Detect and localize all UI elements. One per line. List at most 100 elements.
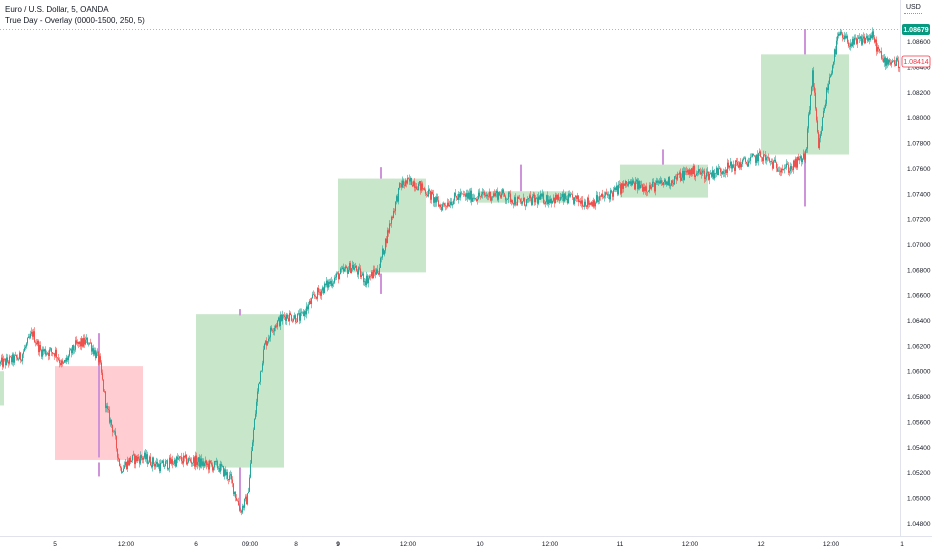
symbol-title[interactable]: Euro / U.S. Dollar, 5, OANDA	[5, 5, 109, 14]
candle-body	[68, 355, 69, 361]
candle-body	[758, 153, 759, 162]
candle-body	[330, 280, 331, 284]
candle-body	[570, 194, 571, 197]
candle-body	[627, 184, 628, 186]
candle-body	[884, 57, 885, 63]
candle-body	[505, 196, 506, 201]
wick-marker	[98, 462, 100, 477]
candle-body	[267, 341, 268, 346]
candle-body	[230, 474, 231, 476]
candle-body	[676, 177, 677, 180]
candle-body	[607, 193, 608, 196]
candle-body	[463, 194, 464, 195]
candle-body	[868, 38, 869, 41]
candle-body	[4, 358, 5, 360]
candle-body	[646, 186, 647, 192]
candle-body	[434, 197, 435, 203]
candle-body	[762, 157, 763, 162]
candle-body	[128, 460, 129, 465]
candle-body	[413, 181, 414, 187]
candle-body	[161, 462, 162, 464]
candle-body	[716, 167, 717, 174]
price-axis[interactable]: 1.04800 1.05000 1.05200 1.05400 1.05600 1.058…	[907, 39, 931, 528]
candle-body	[749, 160, 750, 162]
candle-body	[503, 189, 504, 194]
candle-body	[459, 194, 460, 198]
candle-body	[176, 456, 177, 467]
candle-body	[564, 193, 565, 202]
candle-body	[202, 461, 203, 466]
candle-body	[632, 180, 633, 186]
candle-body	[422, 183, 423, 190]
candle-body	[817, 120, 818, 133]
candle-body	[575, 195, 576, 198]
currency-label[interactable]: USD	[906, 4, 921, 11]
candle-body	[610, 190, 611, 200]
candle-body	[791, 166, 792, 170]
candle-body	[26, 343, 27, 347]
candle-body	[398, 187, 399, 202]
candle-body	[677, 173, 678, 180]
candle-body	[686, 171, 687, 173]
candle-body	[661, 180, 662, 184]
candle-body	[528, 198, 529, 200]
candle-body	[287, 314, 288, 319]
candle-body	[126, 462, 127, 470]
candle-body	[573, 197, 574, 204]
candle-body	[481, 194, 482, 197]
candle-body	[770, 161, 771, 162]
candle-body	[138, 456, 139, 459]
candle-body	[153, 457, 154, 465]
candle-body	[494, 193, 495, 196]
candle-body	[284, 315, 285, 317]
candle-body	[375, 272, 376, 275]
candle-body	[79, 341, 80, 345]
time-axis[interactable]: 5 12:00 6 09:00 8 9 12:00 10 12:00 11 12:00 12 12:00…	[53, 541, 904, 548]
candle-body	[837, 36, 838, 41]
candle-body	[790, 166, 791, 172]
candle-body	[451, 201, 452, 206]
candle-body	[482, 192, 483, 195]
candle-body	[771, 161, 772, 163]
candle-body	[378, 273, 379, 275]
candle-body	[399, 183, 400, 188]
overlay-box	[761, 54, 849, 155]
candle-body	[655, 183, 656, 192]
candle-body	[368, 278, 369, 284]
time-tick-label: 12:00	[400, 541, 417, 548]
candle-body	[687, 170, 688, 173]
wick-marker	[380, 167, 382, 179]
candle-body	[91, 343, 92, 352]
candle-body	[1, 357, 2, 362]
candle-body	[786, 163, 787, 168]
candle-body	[247, 493, 248, 505]
candle-body	[160, 462, 161, 472]
candle-body	[608, 194, 609, 196]
candle-body	[201, 458, 202, 466]
candle-body	[204, 463, 205, 466]
candle-body	[819, 138, 820, 149]
candle-body	[825, 103, 826, 108]
candle-body	[779, 170, 780, 172]
chart-legend[interactable]: Euro / U.S. Dollar, 5, OANDA True Day - …	[5, 4, 145, 26]
candle-body	[282, 314, 283, 321]
indicator-title[interactable]: True Day - Overlay (0000-1500, 250, 5)	[5, 16, 145, 25]
candle-body	[712, 170, 713, 177]
candle-body	[723, 171, 724, 174]
candle-body	[629, 181, 630, 184]
candle-body	[799, 158, 800, 161]
candle-body	[863, 36, 864, 39]
candle-body	[860, 36, 861, 39]
candle-body	[745, 157, 746, 162]
candle-body	[359, 267, 360, 269]
candle-body	[373, 269, 374, 279]
candle-body	[59, 359, 60, 364]
candle-body	[286, 314, 287, 321]
candle-body	[823, 111, 824, 118]
candle-body	[861, 36, 862, 45]
candle-body	[186, 454, 187, 465]
candle-body	[600, 196, 601, 197]
candle-body	[638, 181, 639, 190]
